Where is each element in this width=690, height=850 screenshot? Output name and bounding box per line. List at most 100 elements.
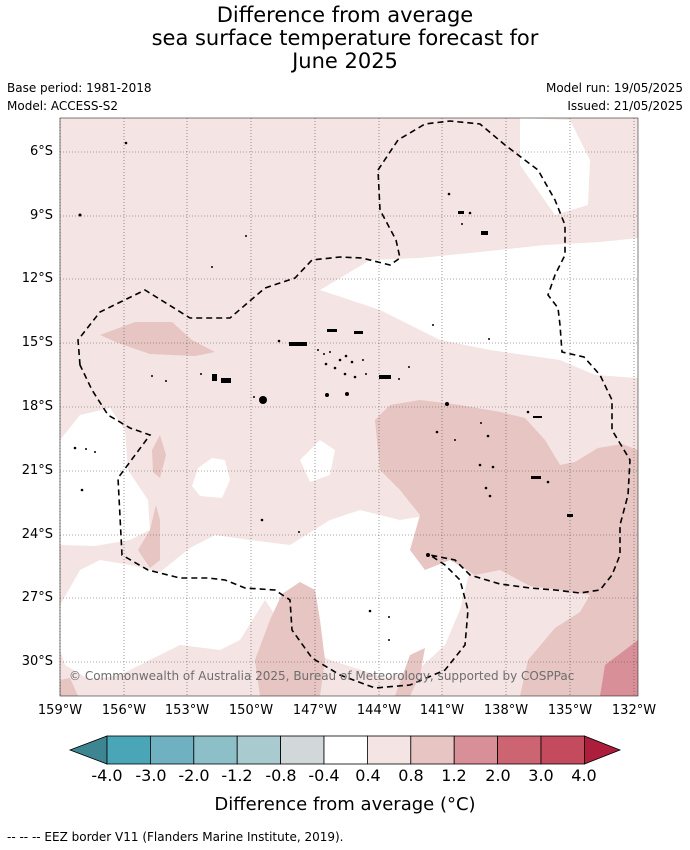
island [478,463,482,467]
neutral-region-west [60,408,150,546]
island [533,416,542,418]
island [388,639,390,641]
lon-label-150W: 150°W [228,703,274,718]
lon-label-132W: 132°W [611,703,657,718]
meta-right: Model run: 19/05/2025 Issued: 21/05/2025 [546,79,683,115]
island [388,616,390,618]
island [344,354,348,358]
island [85,448,87,450]
island [259,396,267,404]
island [345,392,349,396]
colorbar-segment [366,735,412,765]
lon-label-141W: 141°W [419,703,465,718]
lat-label-27S: 27°S [21,590,53,605]
island [211,266,213,268]
issued-date: Issued: 21/05/2025 [567,99,683,113]
colorbar-tick-label: -2.0 [178,766,210,785]
colorbar [68,735,622,765]
colorbar-extension-high [584,735,622,765]
neutral-region-ne [520,118,590,215]
lat-label-18S: 18°S [21,399,53,414]
island [458,211,464,214]
islands [73,141,573,641]
island [94,451,96,453]
colorbar-segment [106,735,151,765]
island [481,231,488,235]
base-period: Base period: 1981-2018 [7,81,152,95]
island [277,339,281,343]
lon-label-138W: 138°W [483,703,529,718]
warm-region-w-strip [152,435,166,478]
island [480,422,482,424]
island [124,141,128,145]
island [486,434,490,438]
island [329,351,331,353]
title-line-1: Difference from average [216,3,474,27]
colorbar-tick-label: 4.0 [571,766,597,785]
lon-label-156W: 156°W [101,703,147,718]
colorbar-tick-label: -0.8 [265,766,297,785]
neutral-region-south-c [300,440,335,482]
island [323,353,325,355]
model-name: Model: ACCESS-S2 [7,99,119,113]
lon-label-147W: 147°W [292,703,338,718]
island [289,342,307,346]
island [343,372,347,376]
island [398,378,400,380]
island [432,324,434,326]
colorbar-segment [453,735,499,765]
island [245,235,247,237]
colorbar-segment [497,735,542,765]
island [151,375,153,377]
island [488,338,490,340]
lat-label-21S: 21°S [21,463,53,478]
island [365,373,367,375]
colorbar-tick-label: -3.0 [135,766,167,785]
island [468,211,472,215]
island [488,494,492,498]
island [253,396,255,398]
island [408,366,410,368]
warm-region-sw [138,505,160,568]
colorbar-segment [193,735,238,765]
colorbar-segment [323,735,368,765]
island [435,430,439,434]
map-frame [59,117,639,697]
island [80,488,84,492]
colorbar-tick-label: 2.0 [485,766,511,785]
island [333,366,337,370]
island [379,375,391,379]
lat-label-12S: 12°S [21,271,53,286]
island [350,360,354,364]
colorbar-segment [236,735,281,765]
warm-region-west-blob [100,322,215,356]
lat-label-6S: 6°S [29,144,53,159]
colorbar-tick-label: 0.8 [398,766,424,785]
colorbar-tick-label: 3.0 [528,766,554,785]
colorbar-extension-low [68,735,108,765]
chart-title: Difference from average sea surface temp… [0,4,690,73]
colorbar-segment [280,735,325,765]
lon-label-159W: 159°W [37,703,83,718]
island [221,378,231,383]
island [368,609,372,613]
island [200,373,202,375]
copyright-notice: © Commonwealth of Australia 2025, Bureau… [69,669,575,683]
lat-label-15S: 15°S [21,335,53,350]
island [447,192,451,196]
title-line-2: sea surface temperature forecast for [151,26,539,50]
island [491,465,495,469]
island [426,553,430,557]
lat-label-9S: 9°S [29,208,53,223]
meta-left: Base period: 1981-2018 Model: ACCESS-S2 [7,79,152,115]
warm-region-s-small [395,648,425,696]
island [317,349,319,351]
model-run: Model run: 19/05/2025 [545,81,683,95]
warm-region-east [375,400,638,696]
island [454,439,456,441]
island [298,531,300,533]
island [212,374,217,381]
colorbar-tick-label: 1.2 [441,766,467,785]
island [484,486,488,490]
